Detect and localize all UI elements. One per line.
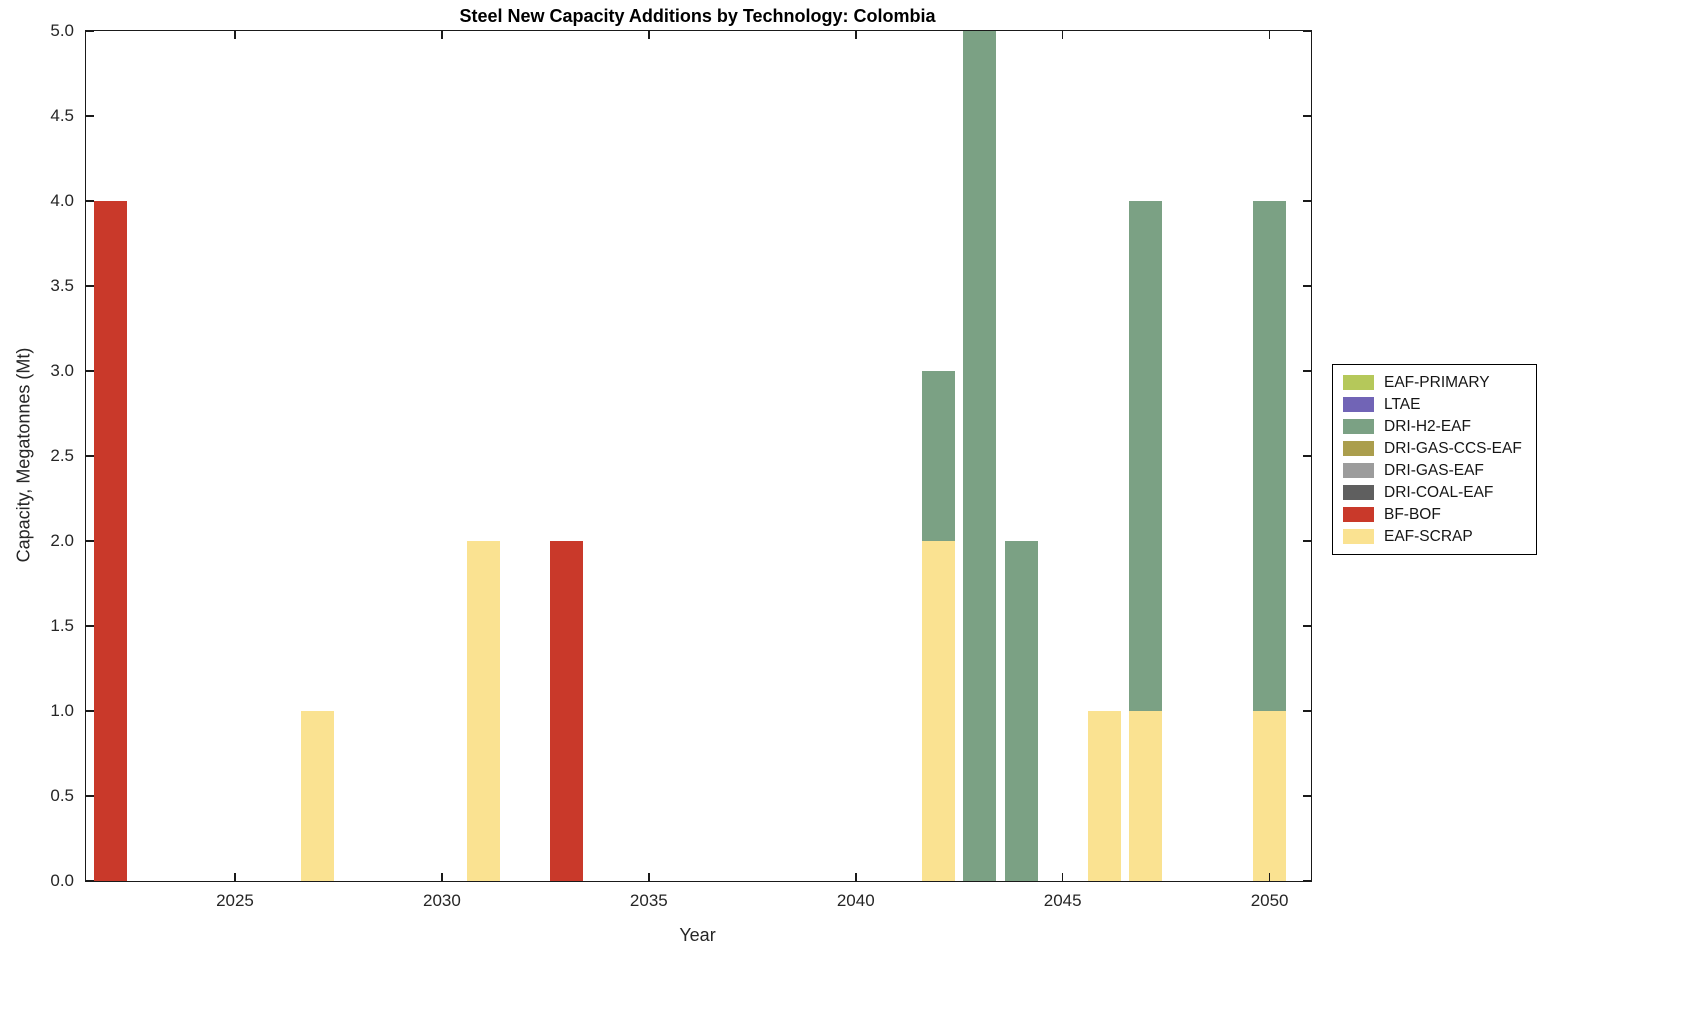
x-tick [1061, 873, 1064, 881]
x-tick-mirror [234, 31, 236, 39]
bar-BF-BOF-2033 [549, 541, 583, 881]
legend-label: DRI-GAS-EAF [1384, 461, 1484, 479]
x-tick [1268, 873, 1271, 881]
legend-swatch-DRI-H2-EAF [1343, 419, 1374, 434]
x-tick-label: 2040 [836, 891, 875, 910]
bar-DRI-H2-EAF-2050 [1253, 201, 1287, 711]
x-tick-mirror [441, 31, 443, 39]
y-tick-label: 2.0 [50, 531, 74, 550]
bar-EAF-SCRAP-2042 [921, 541, 956, 881]
chart-title: Steel New Capacity Additions by Technolo… [459, 6, 936, 26]
x-tick-label: 2050 [1250, 891, 1289, 910]
y-tick-label: 2.5 [50, 446, 74, 465]
legend-swatch-LTAE [1343, 397, 1374, 412]
bar-DRI-H2-EAF-2047 [1128, 201, 1162, 711]
y-tick [86, 625, 94, 627]
y-tick-mirror [1303, 795, 1311, 797]
y-tick [86, 285, 94, 287]
legend-swatch-BF-BOF [1343, 507, 1374, 522]
y-tick-label: 4.0 [50, 191, 74, 210]
y-tick-label: 4.5 [50, 106, 74, 125]
y-tick-mirror [1303, 30, 1311, 32]
y-tick-mirror [1303, 710, 1311, 712]
legend-item: DRI-GAS-EAF [1343, 462, 1522, 479]
y-tick-mirror [1303, 625, 1311, 627]
bar-BF-BOF-2022 [94, 201, 128, 881]
y-tick-label: 5.0 [50, 21, 74, 40]
legend-label: DRI-COAL-EAF [1384, 483, 1494, 501]
y-axis-label: Capacity, Megatonnes (Mt) [13, 347, 34, 563]
bar-EAF-SCRAP-2031 [466, 541, 500, 881]
y-tick [86, 30, 94, 32]
x-tick [855, 873, 857, 881]
x-tick [441, 873, 443, 881]
y-tick-label: 1.0 [50, 701, 74, 720]
x-tick-label: 2045 [1043, 891, 1082, 910]
bar-DRI-H2-EAF-2044 [1004, 541, 1038, 881]
y-tick [86, 710, 94, 712]
legend-swatch-DRI-GAS-CCS-EAF [1343, 441, 1374, 456]
legend-item: BF-BOF [1343, 506, 1522, 523]
bar-EAF-SCRAP-2047 [1128, 711, 1162, 881]
y-tick [86, 795, 94, 797]
y-tick-label: 0.5 [50, 786, 74, 805]
y-tick-mirror [1303, 285, 1311, 287]
bar-DRI-H2-EAF-2043 [963, 31, 997, 881]
legend: EAF-PRIMARY LTAE DRI-H2-EAF DRI-GAS-CCS-EAF… [1332, 364, 1537, 555]
y-tick-label: 3.5 [50, 276, 74, 295]
y-tick-mirror [1303, 455, 1311, 457]
legend-label: BF-BOF [1384, 505, 1441, 523]
bar-EAF-SCRAP-2027 [301, 711, 335, 881]
y-tick-mirror [1303, 540, 1311, 542]
x-axis-label: Year [679, 925, 716, 945]
legend-label: LTAE [1384, 395, 1421, 413]
x-tick-label: 2025 [216, 891, 254, 910]
legend-item: DRI-GAS-CCS-EAF [1343, 440, 1522, 457]
legend-item: EAF-SCRAP [1343, 528, 1522, 545]
legend-label: EAF-SCRAP [1384, 527, 1473, 545]
x-tick [234, 873, 236, 881]
y-tick-label: 3.0 [50, 361, 74, 380]
y-tick-mirror [1303, 115, 1311, 117]
bar-DRI-H2-EAF-2042 [921, 371, 956, 541]
legend-swatch-EAF-PRIMARY [1343, 375, 1374, 390]
y-tick-label: 1.5 [50, 616, 74, 635]
legend-swatch-DRI-GAS-EAF [1343, 463, 1374, 478]
plot-area: 0.0 0.5 1.0 1.5 2.0 2.5 3.0 3.5 4.0 4.5 5.0 2025 203… [50, 21, 1312, 910]
x-tick-label: 2035 [629, 891, 668, 910]
x-tick-mirror [1268, 31, 1271, 39]
bar-EAF-SCRAP-2050 [1253, 711, 1287, 881]
x-tick-label: 2030 [422, 891, 461, 910]
y-tick [86, 455, 94, 457]
y-tick-mirror [1303, 880, 1311, 882]
y-tick [86, 115, 94, 117]
legend-label: DRI-GAS-CCS-EAF [1384, 439, 1522, 457]
x-tick-mirror [648, 31, 650, 39]
y-tick [86, 540, 94, 542]
y-tick [86, 370, 94, 372]
y-tick-label: 0.0 [50, 871, 74, 890]
x-tick [648, 873, 650, 881]
y-tick-mirror [1303, 200, 1311, 202]
x-tick-mirror [1061, 31, 1064, 39]
legend-swatch-DRI-COAL-EAF [1343, 485, 1374, 500]
legend-item: DRI-H2-EAF [1343, 418, 1522, 435]
legend-item: EAF-PRIMARY [1343, 374, 1522, 391]
legend-label: EAF-PRIMARY [1384, 373, 1490, 391]
legend-item: DRI-COAL-EAF [1343, 484, 1522, 501]
x-tick-mirror [855, 31, 857, 39]
legend-label: DRI-H2-EAF [1384, 417, 1471, 435]
y-tick-mirror [1303, 370, 1311, 372]
bar-EAF-SCRAP-2046 [1087, 711, 1121, 881]
legend-swatch-EAF-SCRAP [1343, 529, 1374, 544]
y-tick [86, 880, 94, 882]
y-tick [86, 200, 94, 202]
legend-item: LTAE [1343, 396, 1522, 413]
